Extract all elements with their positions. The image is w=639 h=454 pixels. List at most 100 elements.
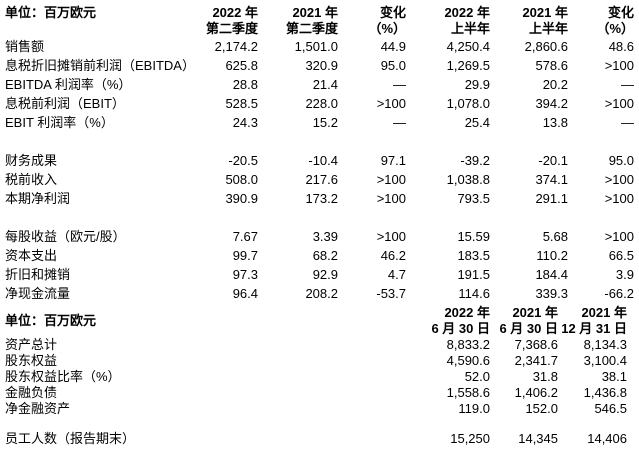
cell-value: 208.2: [305, 286, 338, 301]
cell-value: 578.6: [535, 58, 568, 73]
column-header: 2021 年 第二季度: [285, 5, 338, 36]
cell-value: 21.4: [312, 77, 338, 92]
column-header: 2021 年 12 月 31 日: [561, 305, 627, 336]
cell-value: 4,590.6: [446, 353, 490, 368]
table-row: 销售额 2,174.2 1,501.0 44.9 4,250.4 2,860.6 48.6: [5, 37, 634, 56]
table-row: 财务成果 -20.5 -10.4 97.1 -39.2 -20.1 95.0: [5, 151, 634, 170]
cell-value: 14,406: [587, 431, 627, 446]
cell-value: >100: [376, 172, 406, 187]
cell-value: -53.7: [376, 286, 406, 301]
cell-value: —: [393, 115, 406, 130]
row-label: 折旧和摊销: [5, 267, 71, 282]
cell-value: -66.2: [604, 286, 634, 301]
cell-value: 291.1: [535, 191, 568, 206]
row-label: EBIT 利润率（%）: [5, 115, 114, 130]
cell-value: 24.3: [232, 115, 258, 130]
cell-value: 110.2: [536, 248, 568, 263]
column-header: 2022 年 上半年: [444, 5, 490, 36]
cell-value: 13.8: [542, 115, 568, 130]
table-row: 资本支出 99.7 68.2 46.2 183.5 110.2 66.5: [5, 246, 634, 265]
table-row: 本期净利润 390.9 173.2 >100 793.5 291.1 >100: [5, 189, 634, 208]
cell-value: 15.2: [312, 115, 338, 130]
cell-value: 92.9: [312, 267, 338, 282]
cell-value: 228.0: [305, 96, 338, 111]
cell-value: 20.2: [542, 77, 568, 92]
cell-value: 44.9: [380, 39, 406, 54]
cell-value: >100: [604, 172, 634, 187]
cell-value: 528.5: [225, 96, 258, 111]
table-row: EBITDA 利润率（%） 28.8 21.4 — 29.9 20.2 —: [5, 75, 634, 94]
cell-value: 374.1: [535, 172, 568, 187]
unit-label: 单位：百万欧元: [5, 5, 97, 20]
cell-value: 1,436.8: [583, 385, 627, 400]
spacer-row: [5, 417, 627, 431]
cell-value: 96.4: [232, 286, 258, 301]
row-label: 销售额: [5, 39, 45, 54]
cell-value: -10.4: [308, 153, 338, 168]
cell-value: 2,174.2: [214, 39, 258, 54]
cell-value: 793.5: [457, 191, 490, 206]
cell-value: 320.9: [305, 58, 338, 73]
row-label: 净金融资产: [5, 401, 71, 416]
table-row: 资产总计 8,833.2 7,368.6 8,134.3: [5, 337, 627, 353]
table-row: EBIT 利润率（%） 24.3 15.2 — 25.4 13.8 —: [5, 113, 634, 132]
cell-value: 1,406.2: [514, 385, 558, 400]
cell-value: 8,134.3: [583, 337, 627, 352]
balance-sheet-table: 单位：百万欧元 2022 年 6 月 30 日 2021 年 6 月 30 日 202…: [5, 305, 627, 447]
row-label: 财务成果: [5, 153, 58, 168]
cell-value: 7.67: [232, 229, 258, 244]
cell-value: 99.7: [232, 248, 258, 263]
row-label: 员工人数（报告期末）: [5, 431, 136, 446]
cell-value: >100: [604, 229, 634, 244]
table-row: 股东权益比率（%） 52.0 31.8 38.1: [5, 369, 627, 385]
cell-value: 15,250: [450, 431, 490, 446]
cell-value: 68.2: [312, 248, 338, 263]
row-label: 资本支出: [5, 248, 58, 263]
cell-value: 31.8: [532, 369, 558, 384]
cell-value: -20.5: [228, 153, 258, 168]
cell-value: 25.4: [464, 115, 490, 130]
cell-value: 3.39: [312, 229, 338, 244]
cell-value: >100: [604, 96, 634, 111]
cell-value: 217.6: [305, 172, 338, 187]
table-row: 股东权益 4,590.6 2,341.7 3,100.4: [5, 353, 627, 369]
cell-value: >100: [604, 58, 634, 73]
cell-value: —: [393, 77, 406, 92]
row-label: 股东权益比率（%）: [5, 369, 121, 384]
cell-value: 97.3: [232, 267, 258, 282]
row-label: 税前收入: [5, 172, 58, 187]
cell-value: 625.8: [225, 58, 258, 73]
cell-value: 29.9: [464, 77, 490, 92]
cell-value: 184.4: [535, 267, 568, 282]
cell-value: -39.2: [460, 153, 490, 168]
cell-value: >100: [376, 229, 406, 244]
cell-value: 46.2: [380, 248, 406, 263]
cell-value: 508.0: [225, 172, 258, 187]
cell-value: 28.8: [232, 77, 258, 92]
cell-value: 48.6: [608, 39, 634, 54]
cell-value: 95.0: [380, 58, 406, 73]
cell-value: 14,345: [518, 431, 558, 446]
table-row: 每股收益（欧元/股） 7.67 3.39 >100 15.59 5.68 >100: [5, 227, 634, 246]
header-row: 单位：百万欧元 2022 年 第二季度 2021 年 第二季度 变化 （%） 2022 …: [5, 5, 634, 37]
row-label: 每股收益（欧元/股）: [5, 229, 126, 244]
column-header: 2022 年 第二季度: [205, 5, 258, 36]
cell-value: 3.9: [615, 267, 634, 282]
row-label: 净现金流量: [5, 286, 71, 301]
cell-value: 7,368.6: [514, 337, 558, 352]
cell-value: 183.5: [457, 248, 490, 263]
column-header: 2021 年 上半年: [522, 5, 568, 36]
column-header: 变化 （%）: [368, 5, 406, 36]
cell-value: 4,250.4: [446, 39, 490, 54]
cell-value: 2,860.6: [524, 39, 568, 54]
cell-value: >100: [376, 96, 406, 111]
cell-value: 1,078.0: [446, 96, 490, 111]
row-label: 金融负债: [5, 385, 58, 400]
cell-value: 95.0: [608, 153, 634, 168]
cell-value: -20.1: [538, 153, 568, 168]
row-label: 资产总计: [5, 337, 58, 352]
table-row: 净现金流量 96.4 208.2 -53.7 114.6 339.3 -66.2: [5, 284, 634, 303]
table-row: 折旧和摊销 97.3 92.9 4.7 191.5 184.4 3.9: [5, 265, 634, 284]
spacer-row: [5, 208, 634, 227]
